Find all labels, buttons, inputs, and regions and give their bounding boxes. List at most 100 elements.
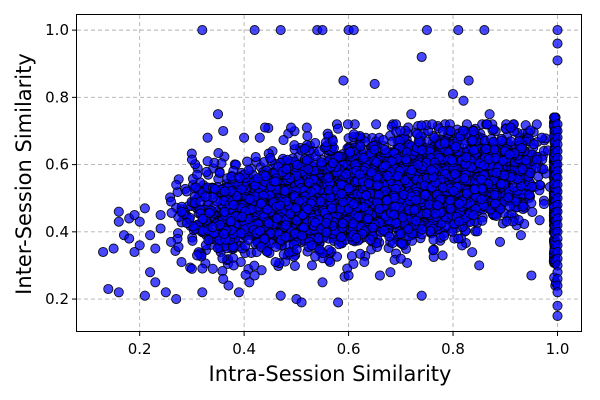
scatter-point xyxy=(450,141,461,152)
scatter-point xyxy=(290,203,301,214)
scatter-point xyxy=(337,218,348,229)
scatter-point xyxy=(332,123,344,134)
scatter-point xyxy=(234,172,245,184)
scatter-point xyxy=(219,206,230,217)
scatter-point xyxy=(299,143,310,155)
scatter-point xyxy=(181,218,192,229)
scatter-point xyxy=(416,145,427,156)
scatter-point xyxy=(310,251,321,262)
scatter-point xyxy=(491,167,502,178)
scatter-point xyxy=(213,148,224,159)
scatter-point xyxy=(243,165,254,176)
scatter-point xyxy=(219,186,230,197)
scatter-point xyxy=(421,208,432,219)
scatter-point xyxy=(495,178,507,190)
scatter-point xyxy=(303,164,314,175)
scatter-point xyxy=(526,181,537,192)
scatter-point xyxy=(200,191,211,202)
scatter-point xyxy=(344,146,356,158)
scatter-point xyxy=(374,203,385,214)
scatter-point xyxy=(250,151,261,163)
scatter-point xyxy=(214,167,225,178)
scatter-point xyxy=(445,126,456,137)
scatter-point xyxy=(403,224,414,235)
scatter-point xyxy=(197,263,208,274)
scatter-point xyxy=(254,225,265,237)
scatter-point xyxy=(270,176,281,187)
scatter-point xyxy=(384,231,395,242)
scatter-point xyxy=(355,248,366,259)
scatter-point xyxy=(468,210,479,221)
scatter-point xyxy=(348,218,359,229)
scatter-point xyxy=(477,215,488,226)
scatter-point xyxy=(354,169,365,180)
scatter-point xyxy=(187,235,198,246)
scatter-point xyxy=(454,216,465,227)
scatter-point xyxy=(476,194,487,205)
scatter-point xyxy=(483,154,494,165)
scatter-point xyxy=(326,203,337,214)
scatter-point xyxy=(363,178,374,189)
scatter-point xyxy=(361,190,372,201)
scatter-point xyxy=(323,172,334,183)
scatter-point xyxy=(459,173,470,184)
scatter-point xyxy=(271,213,282,224)
scatter-point xyxy=(278,135,289,146)
scatter-point xyxy=(419,190,431,201)
scatter-point xyxy=(280,220,292,231)
scatter-point xyxy=(321,217,332,229)
scatter-point xyxy=(458,125,469,136)
scatter-point xyxy=(446,155,458,166)
scatter-point xyxy=(461,152,472,163)
scatter-point xyxy=(262,246,273,257)
scatter-point xyxy=(525,125,536,136)
scatter-point xyxy=(369,144,380,155)
scatter-point xyxy=(416,224,428,235)
scatter-point xyxy=(476,174,487,185)
scatter-point xyxy=(372,180,383,191)
scatter-point xyxy=(166,207,177,218)
scatter-point xyxy=(468,145,479,156)
scatter-point xyxy=(397,212,408,223)
scatter-point xyxy=(242,156,253,167)
scatter-point xyxy=(401,154,412,165)
scatter-point xyxy=(190,182,201,193)
scatter-point xyxy=(321,227,332,238)
scatter-point xyxy=(496,135,507,146)
scatter-point xyxy=(313,233,324,244)
scatter-point xyxy=(244,194,255,205)
scatter-point xyxy=(411,215,422,226)
scatter-point xyxy=(428,234,439,245)
scatter-point xyxy=(504,149,515,160)
scatter-point xyxy=(503,192,514,203)
scatter-point xyxy=(412,129,423,140)
scatter-point xyxy=(410,194,421,206)
scatter-point xyxy=(358,152,369,163)
scatter-point xyxy=(296,230,307,241)
scatter-point xyxy=(538,199,550,210)
scatter-point xyxy=(325,256,336,268)
scatter-point xyxy=(274,200,286,211)
scatter-point xyxy=(448,186,459,197)
scatter-point xyxy=(197,213,208,224)
scatter-point xyxy=(355,141,366,152)
scatter-point xyxy=(449,168,460,180)
scatter-point xyxy=(382,170,393,181)
scatter-point xyxy=(467,247,478,258)
scatter-point xyxy=(218,228,230,240)
scatter-point xyxy=(228,199,239,210)
scatter-point xyxy=(346,250,357,262)
scatter-point xyxy=(342,119,353,130)
scatter-point xyxy=(481,119,492,130)
scatter-point xyxy=(425,225,436,237)
scatter-point xyxy=(310,137,321,149)
scatter-point xyxy=(291,244,302,255)
scatter-point xyxy=(489,189,500,201)
scatter-point xyxy=(531,154,542,165)
scatter-point xyxy=(526,198,537,209)
scatter-point xyxy=(327,157,338,169)
scatter-point xyxy=(438,231,450,242)
scatter-point xyxy=(469,184,480,195)
scatter-point xyxy=(281,163,292,175)
